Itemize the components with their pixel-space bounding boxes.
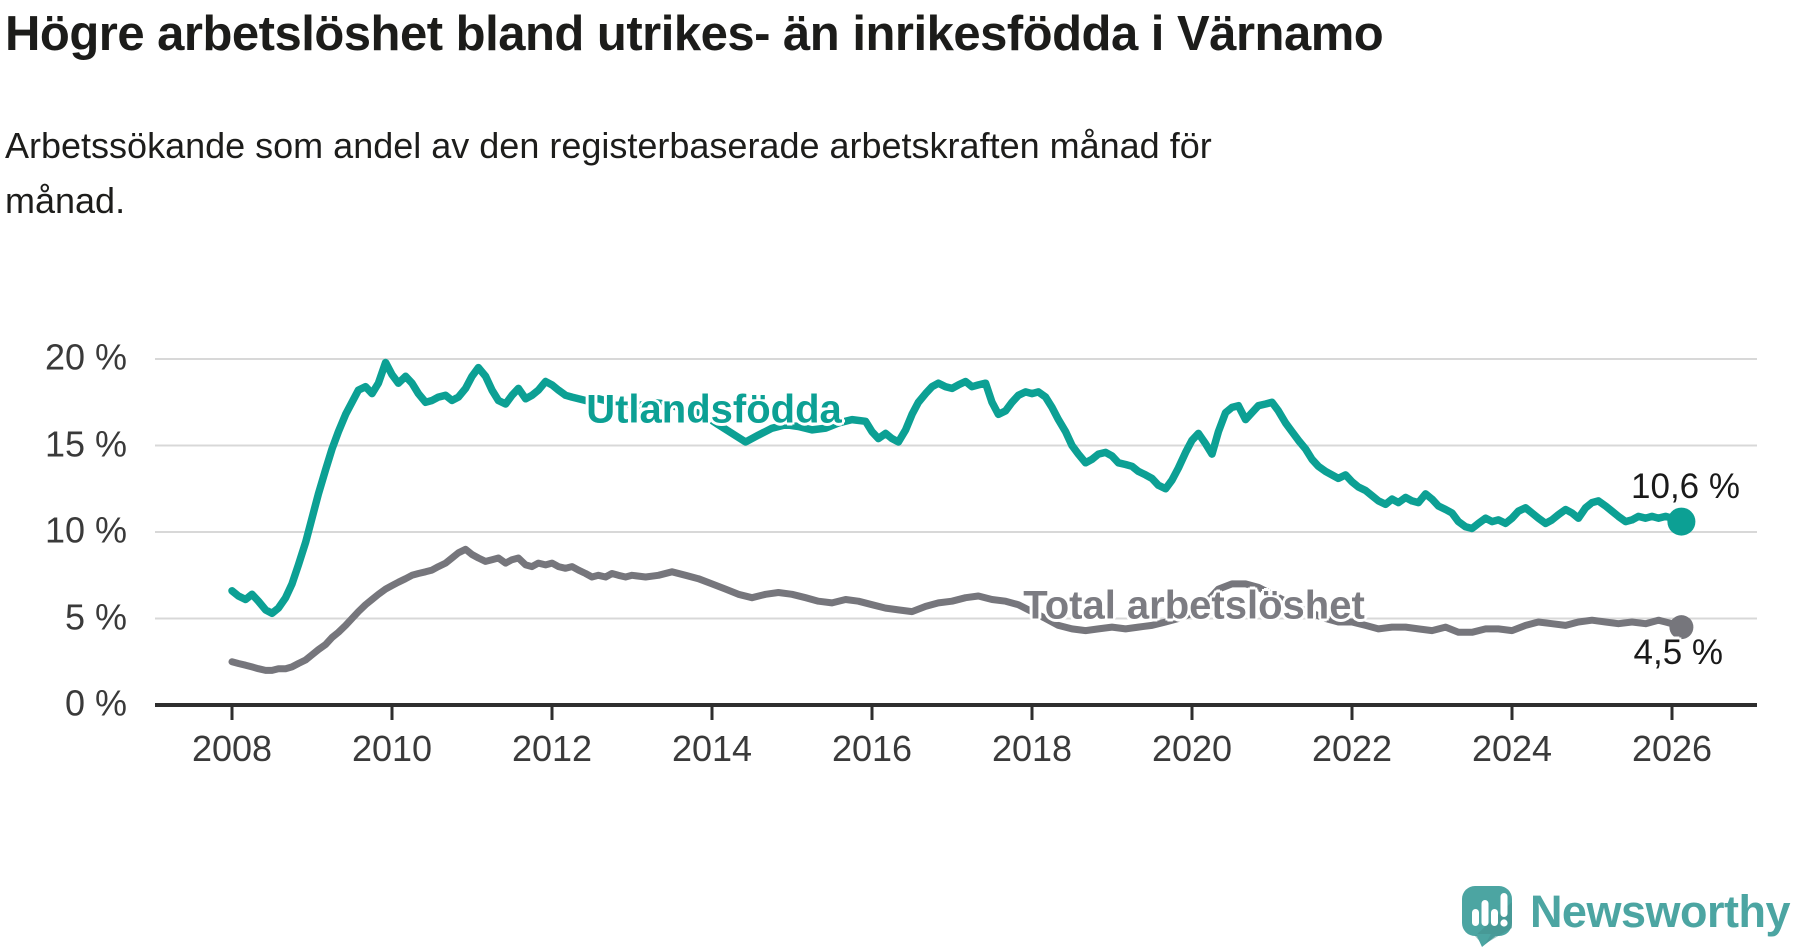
series-line-utlandsfodda xyxy=(228,358,1683,618)
y-tick-label-15: 15 % xyxy=(44,422,127,464)
x-tick-label-2018: 2018 xyxy=(991,728,1073,769)
newsworthy-branding: Newsworthy xyxy=(1461,884,1791,948)
x-tick-label-2024: 2024 xyxy=(1471,728,1553,769)
x-tick-label-2008: 2008 xyxy=(191,728,273,769)
series-label-utlandsfodda: Utlandsfödda xyxy=(586,387,842,432)
subtitle-line-1: Arbetssökande som andel av den registerb… xyxy=(5,125,1212,166)
chart-subtitle: Arbetssökande som andel av den registerb… xyxy=(5,118,1212,228)
newsworthy-wordmark: Newsworthy xyxy=(1529,886,1791,937)
end-value-label-utlandsfodda: 10,6 % xyxy=(1631,467,1740,506)
y-tick-label-0: 0 % xyxy=(64,682,127,724)
newsworthy-logo-icon xyxy=(1461,886,1512,947)
y-tick-label-20: 20 % xyxy=(44,336,127,378)
end-value-label-total: 4,5 % xyxy=(1633,633,1724,672)
x-tick-label-2022: 2022 xyxy=(1311,728,1393,769)
subtitle-line-2: månad. xyxy=(5,180,126,221)
x-tick-label-2012: 2012 xyxy=(511,728,593,769)
series-label-total-arbetsloshet: Total arbetslöshet xyxy=(1023,583,1365,628)
series-end-dot-utlandsfodda xyxy=(1667,507,1696,536)
x-tick-label-2014: 2014 xyxy=(671,728,753,769)
x-tick-label-2010: 2010 xyxy=(351,728,433,769)
x-tick-label-2016: 2016 xyxy=(831,728,913,769)
page-title: Högre arbetslöshet bland utrikes- än inr… xyxy=(5,7,1384,61)
series-line-total xyxy=(228,545,1682,674)
series-end-dot-total xyxy=(1669,615,1694,640)
y-tick-label-10: 10 % xyxy=(44,509,127,551)
x-tick-label-2026: 2026 xyxy=(1631,728,1713,769)
y-tick-label-5: 5 % xyxy=(64,595,127,637)
x-tick-label-2020: 2020 xyxy=(1151,728,1233,769)
